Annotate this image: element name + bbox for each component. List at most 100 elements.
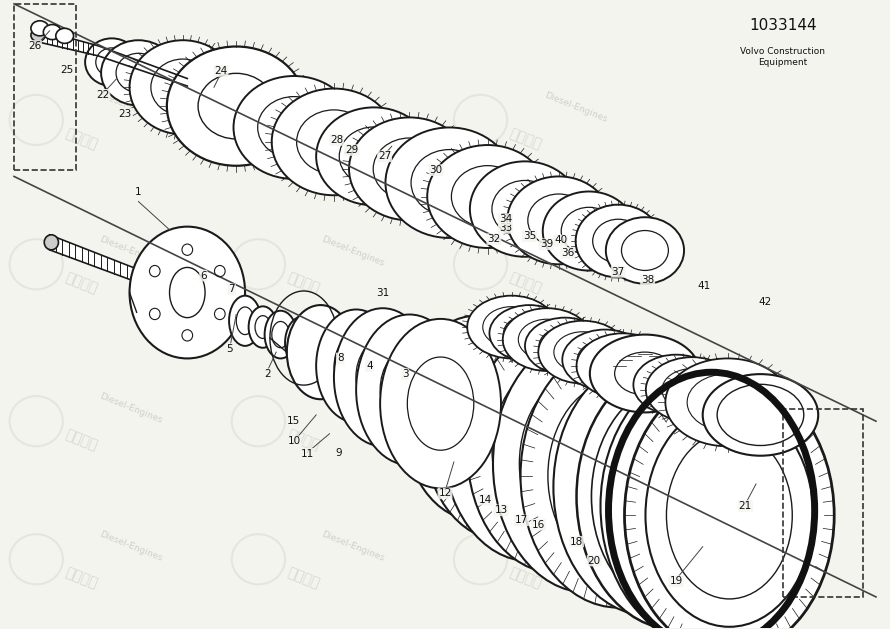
Text: 22: 22: [96, 90, 109, 100]
Text: 20: 20: [587, 555, 601, 565]
Text: Diesel-Engines: Diesel-Engines: [543, 91, 608, 124]
Text: 5: 5: [227, 344, 233, 354]
Text: 紫发动力: 紫发动力: [285, 270, 321, 296]
Text: Diesel-Engines: Diesel-Engines: [320, 530, 386, 564]
Text: Diesel-Engines: Diesel-Engines: [543, 235, 608, 269]
Ellipse shape: [490, 305, 570, 362]
Ellipse shape: [576, 204, 661, 277]
Text: 9: 9: [335, 448, 342, 457]
Text: 39: 39: [539, 239, 553, 249]
Ellipse shape: [233, 76, 354, 179]
Ellipse shape: [577, 364, 775, 629]
Ellipse shape: [31, 21, 49, 36]
Text: 2: 2: [264, 369, 271, 379]
Text: 21: 21: [739, 501, 752, 511]
Text: Diesel-Engines: Diesel-Engines: [99, 91, 164, 124]
Text: 28: 28: [330, 135, 344, 145]
Ellipse shape: [521, 344, 716, 608]
Text: 31: 31: [376, 287, 390, 298]
Ellipse shape: [703, 374, 818, 456]
Ellipse shape: [85, 38, 139, 86]
Text: 紫发动力: 紫发动力: [285, 427, 321, 453]
Text: Diesel-Engines: Diesel-Engines: [320, 392, 386, 425]
Text: Diesel-Engines: Diesel-Engines: [543, 392, 608, 425]
Text: 11: 11: [301, 449, 314, 459]
Ellipse shape: [349, 118, 470, 220]
Text: 30: 30: [430, 165, 442, 175]
Bar: [14, 4, 77, 170]
Text: 13: 13: [494, 505, 507, 515]
Text: 35: 35: [522, 231, 536, 241]
Text: 紫发动力: 紫发动力: [63, 565, 99, 591]
Ellipse shape: [590, 335, 700, 413]
Text: 6: 6: [200, 270, 206, 281]
Text: 19: 19: [669, 576, 683, 586]
Ellipse shape: [44, 235, 59, 250]
Text: 24: 24: [214, 66, 228, 76]
Ellipse shape: [525, 318, 605, 374]
Text: Diesel-Engines: Diesel-Engines: [543, 530, 608, 564]
Ellipse shape: [334, 308, 432, 447]
Ellipse shape: [442, 319, 617, 561]
Text: 23: 23: [118, 109, 132, 119]
Text: 10: 10: [287, 437, 301, 447]
Text: 紫发动力: 紫发动力: [63, 126, 99, 152]
Ellipse shape: [467, 296, 556, 359]
Ellipse shape: [248, 306, 277, 348]
Text: 14: 14: [478, 494, 491, 504]
Text: 34: 34: [498, 214, 512, 224]
Ellipse shape: [554, 359, 745, 616]
Text: 1033144: 1033144: [748, 18, 816, 33]
Text: 16: 16: [531, 520, 545, 530]
Ellipse shape: [634, 355, 719, 415]
Text: 33: 33: [498, 223, 512, 233]
Text: 紫发动力: 紫发动力: [507, 427, 544, 453]
Ellipse shape: [56, 28, 74, 43]
Text: 紫发动力: 紫发动力: [507, 270, 544, 296]
Ellipse shape: [467, 328, 645, 573]
Text: Diesel-Engines: Diesel-Engines: [99, 392, 164, 425]
Ellipse shape: [44, 25, 61, 40]
Ellipse shape: [385, 128, 514, 238]
Ellipse shape: [601, 369, 805, 629]
Text: 4: 4: [366, 361, 373, 371]
Ellipse shape: [543, 191, 635, 270]
Ellipse shape: [271, 89, 396, 195]
Ellipse shape: [403, 316, 549, 520]
Ellipse shape: [101, 40, 175, 106]
Text: 12: 12: [439, 488, 451, 498]
Text: 7: 7: [229, 284, 235, 294]
Text: 紫发动力: 紫发动力: [285, 565, 321, 591]
Text: Diesel-Engines: Diesel-Engines: [320, 235, 386, 269]
Ellipse shape: [503, 308, 592, 371]
Text: 18: 18: [570, 537, 583, 547]
Text: 1: 1: [135, 187, 142, 197]
Text: 38: 38: [641, 275, 654, 285]
Text: 紫发动力: 紫发动力: [63, 270, 99, 296]
Text: 36: 36: [561, 248, 574, 258]
Ellipse shape: [130, 40, 236, 135]
Text: 25: 25: [61, 65, 74, 75]
Ellipse shape: [577, 333, 669, 399]
Text: 42: 42: [758, 297, 772, 307]
Ellipse shape: [264, 311, 296, 359]
Text: 紫发动力: 紫发动力: [507, 126, 544, 152]
Text: Volvo Construction
Equipment: Volvo Construction Equipment: [740, 47, 825, 67]
Ellipse shape: [538, 321, 627, 384]
Text: 3: 3: [401, 369, 409, 379]
Ellipse shape: [316, 309, 396, 423]
Ellipse shape: [356, 314, 463, 465]
Ellipse shape: [562, 330, 648, 390]
Text: 紫发动力: 紫发动力: [507, 565, 544, 591]
Text: 17: 17: [514, 515, 528, 525]
Bar: [782, 409, 862, 597]
Text: 41: 41: [698, 281, 711, 291]
Text: 40: 40: [554, 235, 567, 245]
Polygon shape: [36, 29, 187, 86]
Text: 32: 32: [487, 234, 500, 244]
Text: 8: 8: [336, 353, 344, 364]
Text: Diesel-Engines: Diesel-Engines: [320, 91, 386, 124]
Ellipse shape: [31, 29, 45, 42]
Text: 37: 37: [611, 267, 625, 277]
Ellipse shape: [470, 162, 580, 257]
